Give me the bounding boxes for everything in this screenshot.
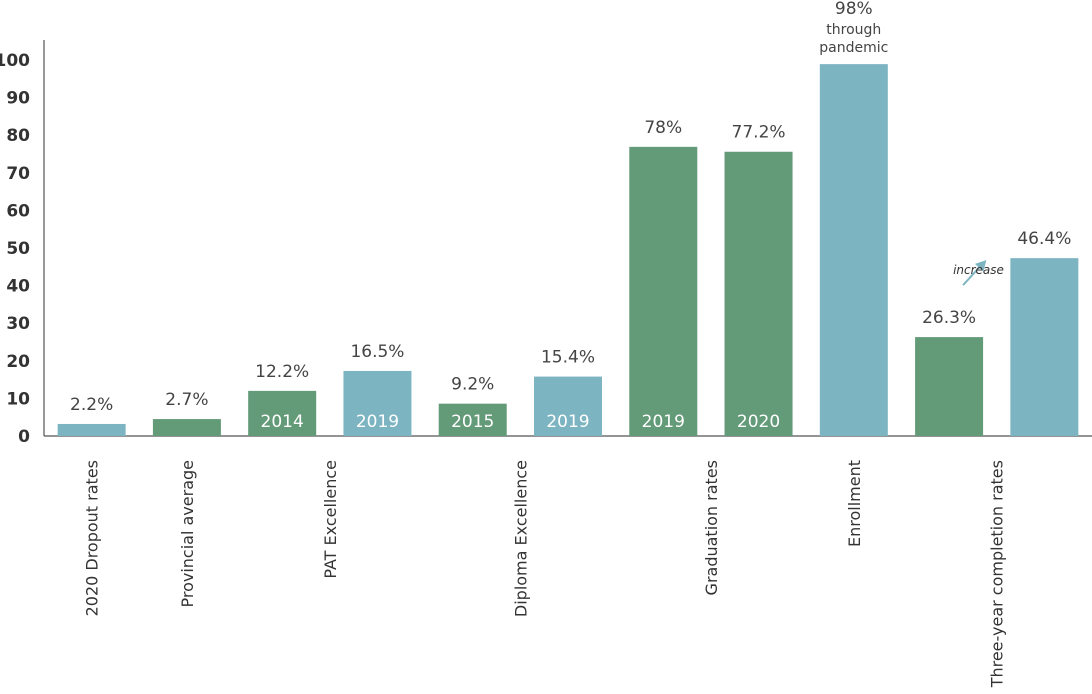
y-tick-label: 10: [6, 389, 30, 409]
category-label: Three-year completion rates: [988, 460, 1007, 688]
category-label: Diploma Excellence: [511, 460, 530, 617]
bars: [57, 64, 1079, 437]
increase-arrow-line: [962, 265, 982, 286]
category-label: 2020 Dropout rates: [83, 460, 102, 616]
y-tick-label: 70: [6, 164, 30, 184]
data-label: 12.2%: [255, 362, 309, 382]
data-label: 98%: [835, 0, 873, 19]
category-label: Graduation rates: [702, 460, 721, 595]
y-tick-label: 40: [6, 277, 30, 297]
y-tick-label: 20: [6, 352, 30, 372]
data-label: 2.2%: [70, 395, 113, 415]
y-tick-label: 60: [6, 201, 30, 221]
bar: [724, 151, 793, 436]
bar: [248, 390, 317, 436]
data-label-note: through: [826, 22, 881, 38]
y-tick-label: 50: [6, 239, 30, 259]
bar: [819, 64, 888, 437]
bar: [152, 419, 221, 436]
bar: [629, 146, 698, 436]
bar-year-label: 2019: [356, 412, 399, 432]
bar-year-label: 2019: [546, 412, 589, 432]
data-label: 26.3%: [922, 308, 976, 328]
data-label-note: pandemic: [819, 40, 888, 56]
y-tick-label: 0: [18, 427, 30, 447]
category-label: Provincial average: [178, 460, 197, 608]
category-labels: 2020 Dropout rates Provincial average PAT …: [83, 460, 1007, 688]
data-label: 46.4%: [1017, 229, 1071, 249]
bar: [915, 337, 984, 436]
data-label: 16.5%: [350, 342, 404, 362]
data-labels: 2.2% 2.7% 2014 12.2% 2019 16.5% 2015 9.2% 2019 15…: [70, 0, 1071, 432]
increase-arrow-head: [974, 260, 987, 272]
y-tick-label: 90: [6, 89, 30, 109]
bar: [438, 403, 507, 436]
data-label: 78%: [644, 118, 682, 138]
bar-year-label: 2020: [737, 412, 780, 432]
bar: [1010, 258, 1079, 436]
data-label: 77.2%: [732, 123, 786, 143]
y-tick-label: 100: [0, 51, 30, 71]
bar: [343, 370, 412, 436]
data-label: 9.2%: [451, 375, 494, 395]
y-tick-label: 30: [6, 314, 30, 334]
y-tick-label: 80: [6, 126, 30, 146]
data-label: 15.4%: [541, 348, 595, 368]
annotation: increase: [953, 260, 1004, 286]
data-label: 2.7%: [165, 390, 208, 410]
bar-year-label: 2015: [451, 412, 494, 432]
category-label: PAT Excellence: [321, 460, 340, 579]
y-axis-ticks: 0 10 20 30 40 50 60 70 80 90 100: [0, 51, 30, 447]
bar-year-label: 2014: [261, 412, 304, 432]
bar: [534, 376, 602, 436]
annotation-label: increase: [953, 263, 1004, 277]
bar: [57, 423, 126, 436]
category-label: Enrollment: [845, 460, 864, 547]
bar-year-label: 2019: [642, 412, 685, 432]
